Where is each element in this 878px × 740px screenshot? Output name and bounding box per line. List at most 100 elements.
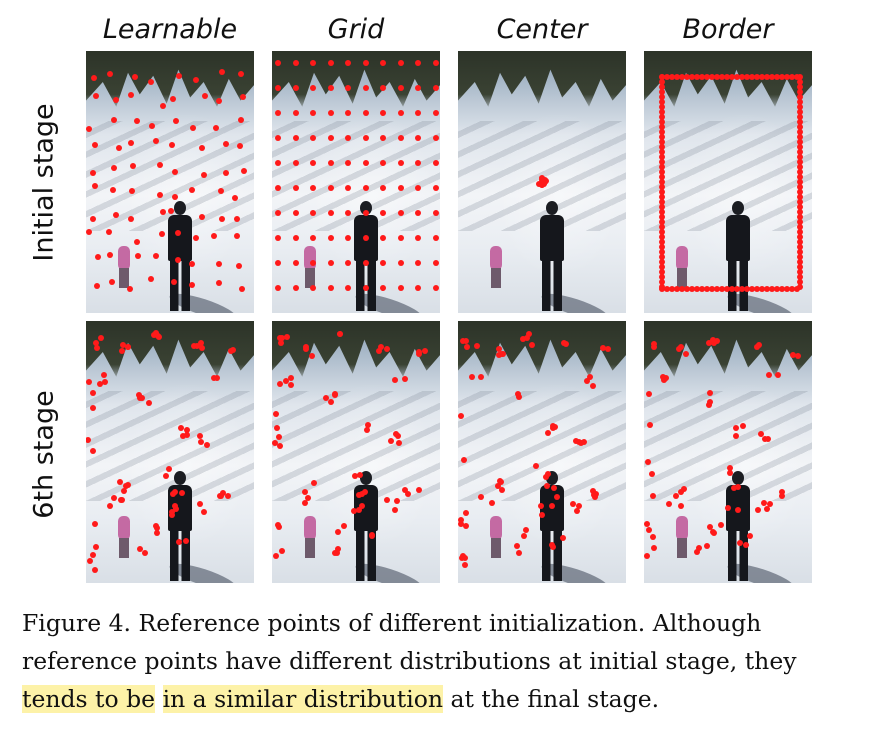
reference-point <box>797 269 803 275</box>
reference-point <box>709 336 716 343</box>
reference-point <box>310 60 316 66</box>
reference-point <box>310 160 316 166</box>
reference-point <box>169 96 176 103</box>
reference-point <box>719 286 725 292</box>
skier-figure <box>724 201 752 311</box>
reference-point <box>797 99 803 105</box>
photo-panel-grid-initial <box>272 51 440 313</box>
reference-point <box>310 185 316 191</box>
reference-point <box>749 286 755 292</box>
caption-line-3: tends to be in a similar distribution at… <box>22 680 868 718</box>
reference-point <box>415 260 421 266</box>
reference-point <box>274 425 281 432</box>
reference-point <box>127 285 134 292</box>
reference-point <box>724 286 730 292</box>
reference-point <box>275 210 281 216</box>
reference-point <box>659 104 665 110</box>
reference-point <box>364 422 371 429</box>
reference-point <box>659 224 665 230</box>
reference-point <box>310 110 316 116</box>
reference-point <box>797 109 803 115</box>
reference-point <box>292 135 299 141</box>
reference-point <box>124 481 131 488</box>
reference-point <box>96 380 103 387</box>
reference-point <box>184 426 191 433</box>
reference-point <box>779 74 785 80</box>
reference-point <box>93 339 100 346</box>
photo-panel-center-6th <box>458 321 626 583</box>
reference-point <box>189 187 196 194</box>
reference-point <box>659 174 665 180</box>
reference-point <box>94 344 101 351</box>
reference-point <box>238 285 245 292</box>
reference-point <box>415 487 422 494</box>
reference-point <box>415 285 421 291</box>
reference-point <box>659 124 665 130</box>
reference-point <box>754 74 760 80</box>
reference-point <box>699 74 705 80</box>
skier-figure <box>352 471 380 581</box>
reference-point <box>179 490 186 497</box>
reference-point <box>139 394 146 401</box>
reference-point <box>111 116 118 123</box>
reference-point <box>345 160 351 166</box>
reference-point <box>237 70 244 77</box>
photo-panel-center-initial <box>458 51 626 313</box>
reference-point <box>192 77 199 84</box>
reference-point <box>288 382 295 389</box>
reference-point <box>397 285 404 291</box>
reference-point <box>659 204 665 210</box>
reference-point <box>272 439 279 446</box>
reference-point <box>125 344 132 351</box>
reference-point <box>499 486 506 493</box>
reference-point <box>89 389 96 396</box>
reference-point <box>200 508 207 515</box>
reference-point <box>112 96 119 103</box>
reference-point <box>108 279 115 286</box>
reference-point <box>644 553 650 560</box>
reference-point <box>797 194 803 200</box>
photo-panel-learnable-initial <box>86 51 254 313</box>
reference-point <box>432 160 439 166</box>
reference-point <box>650 493 657 500</box>
reference-point <box>362 60 369 66</box>
reference-point <box>797 114 803 120</box>
reference-point <box>774 74 780 80</box>
reference-point <box>561 339 568 346</box>
reference-point <box>735 507 742 514</box>
reference-point <box>659 179 665 185</box>
reference-point <box>171 194 178 201</box>
reference-point <box>174 256 181 263</box>
reference-point <box>380 260 386 266</box>
reference-point <box>458 413 465 420</box>
reference-point <box>521 533 528 540</box>
reference-point <box>775 372 782 379</box>
reference-point <box>234 215 241 222</box>
reference-point <box>644 520 651 527</box>
reference-point <box>766 501 773 508</box>
reference-point <box>402 487 409 494</box>
reference-point <box>797 229 803 235</box>
reference-point <box>165 465 172 472</box>
reference-point <box>345 235 351 241</box>
reference-point <box>327 60 334 66</box>
reference-point <box>677 502 684 509</box>
reference-point <box>351 508 358 515</box>
reference-point <box>170 278 177 285</box>
reference-point <box>757 430 764 437</box>
reference-point <box>127 139 134 146</box>
reference-point <box>198 144 205 151</box>
reference-point <box>538 511 545 518</box>
reference-point <box>659 239 665 245</box>
reference-point <box>499 350 506 357</box>
reference-point <box>380 285 386 291</box>
reference-point <box>659 134 665 140</box>
reference-point <box>674 286 680 292</box>
reference-point <box>659 129 665 135</box>
reference-point <box>133 117 140 124</box>
reference-point <box>345 60 351 66</box>
reference-point <box>89 405 96 412</box>
reference-point <box>763 505 770 512</box>
reference-point <box>197 438 204 445</box>
reference-point <box>362 185 369 191</box>
